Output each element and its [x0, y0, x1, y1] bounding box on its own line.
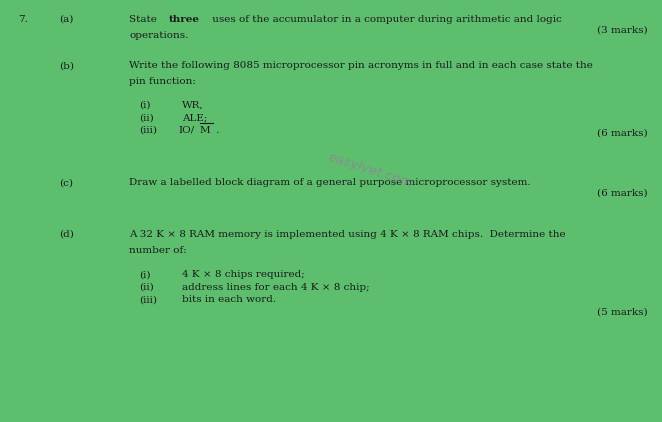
- Text: .: .: [213, 126, 220, 135]
- Text: (3 marks): (3 marks): [597, 25, 647, 34]
- Text: (ii): (ii): [139, 283, 154, 292]
- Text: (i): (i): [139, 100, 150, 109]
- Text: ALE;: ALE;: [182, 113, 207, 122]
- Text: (6 marks): (6 marks): [597, 189, 647, 197]
- Text: uses of the accumulator in a computer during arithmetic and logic: uses of the accumulator in a computer du…: [209, 15, 562, 24]
- Text: (c): (c): [60, 178, 73, 187]
- Text: number of:: number of:: [129, 246, 187, 255]
- Text: M: M: [200, 126, 211, 135]
- Text: 4 K × 8 chips required;: 4 K × 8 chips required;: [182, 270, 305, 279]
- Text: three: three: [169, 15, 200, 24]
- Text: IO/: IO/: [179, 126, 195, 135]
- Text: (d): (d): [60, 230, 74, 239]
- Text: operations.: operations.: [129, 31, 189, 40]
- Text: pin function:: pin function:: [129, 77, 196, 86]
- Text: (iii): (iii): [139, 295, 157, 304]
- Text: (i): (i): [139, 270, 150, 279]
- Text: (5 marks): (5 marks): [597, 307, 647, 316]
- Text: address lines for each 4 K × 8 chip;: address lines for each 4 K × 8 chip;: [182, 283, 369, 292]
- Text: Write the following 8085 microprocessor pin acronyms in full and in each case st: Write the following 8085 microprocessor …: [129, 61, 593, 70]
- Text: (6 marks): (6 marks): [597, 129, 647, 138]
- Text: (a): (a): [60, 15, 74, 24]
- Text: (b): (b): [60, 61, 75, 70]
- Text: easylvet.com: easylvet.com: [326, 151, 415, 191]
- Text: A 32 K × 8 RAM memory is implemented using 4 K × 8 RAM chips.  Determine the: A 32 K × 8 RAM memory is implemented usi…: [129, 230, 566, 239]
- Text: State: State: [129, 15, 160, 24]
- Text: Draw a labelled block diagram of a general purpose microprocessor system.: Draw a labelled block diagram of a gener…: [129, 178, 531, 187]
- Text: WR,: WR,: [182, 100, 204, 109]
- Text: bits in each word.: bits in each word.: [182, 295, 276, 304]
- Text: (iii): (iii): [139, 126, 157, 135]
- Text: 7.: 7.: [19, 15, 28, 24]
- Text: (ii): (ii): [139, 113, 154, 122]
